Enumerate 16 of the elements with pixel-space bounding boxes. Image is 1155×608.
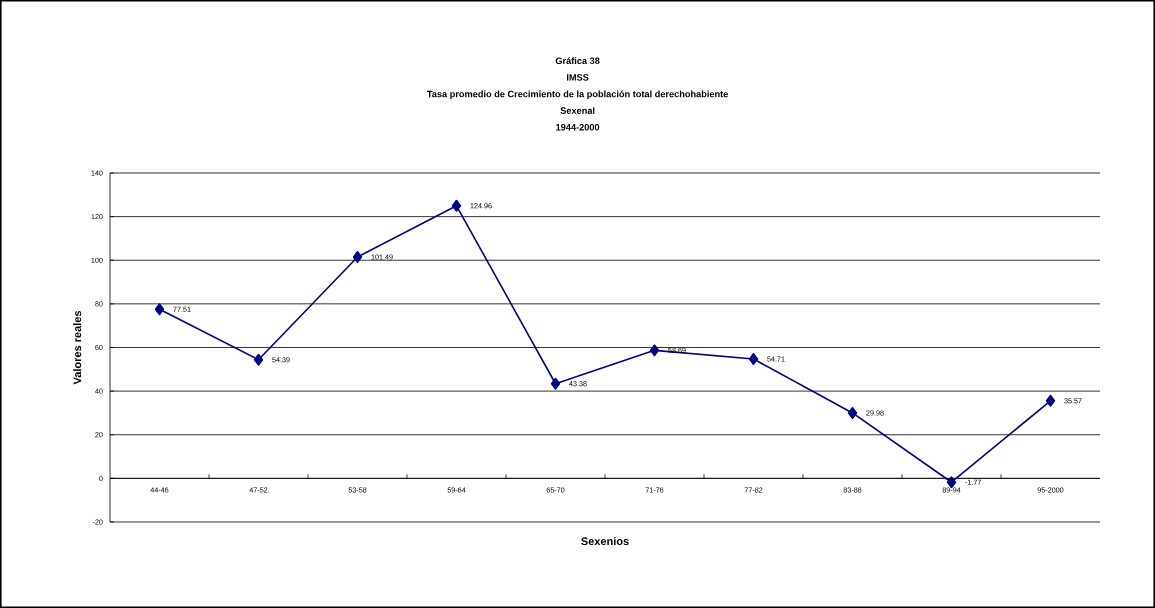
point [748, 353, 759, 366]
text: Tasa promedio de Crecimiento de la población total derechohabiente [426, 90, 729, 100]
y-axis-title: Valores reales [73, 310, 82, 385]
point [352, 250, 363, 263]
text: 1944-2000 [556, 123, 600, 131]
chart-subtitle: IMSS [566, 74, 589, 81]
x-axis-title: Sexenios [581, 537, 629, 546]
point [1045, 394, 1056, 407]
chart-title: Gráfica 38 [555, 57, 600, 65]
point [154, 303, 165, 316]
point [847, 406, 858, 419]
point [649, 344, 660, 357]
point [253, 353, 264, 366]
point [550, 377, 561, 390]
text: Sexenal [560, 107, 595, 114]
point [451, 199, 462, 212]
